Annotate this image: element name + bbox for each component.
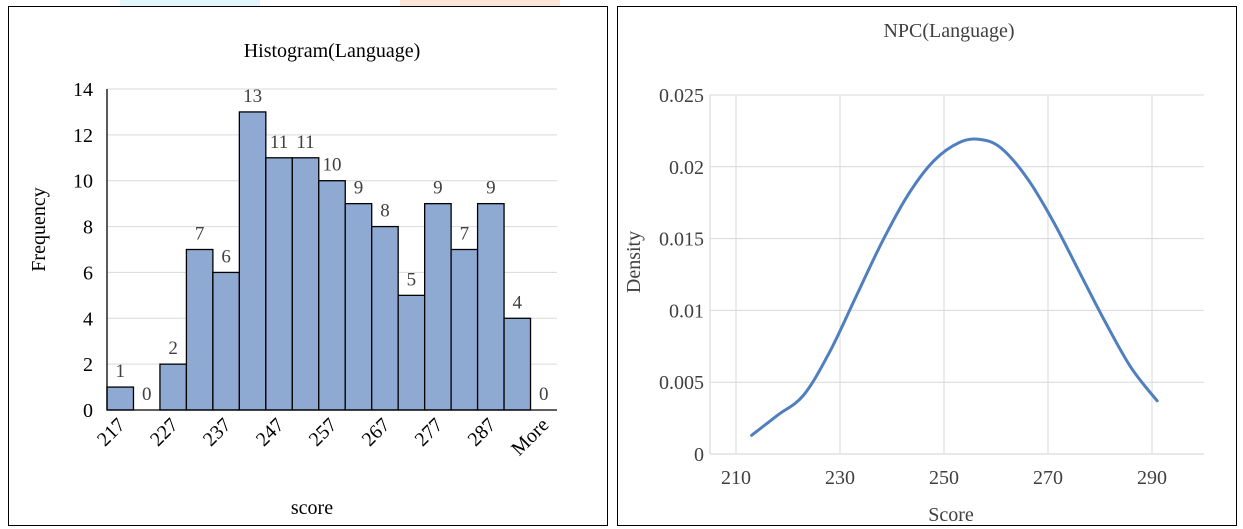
npc-chart-panel: NPC(Language) 0 0.005 0.01 0.015 0.02 0.025 210… xyxy=(617,6,1237,526)
chart-title: Histogram(Language) xyxy=(244,40,421,62)
x-tick-label: 257 xyxy=(305,414,342,451)
bar-data-label: 9 xyxy=(486,178,496,199)
histogram-bar xyxy=(318,180,346,411)
x-tick-label: More xyxy=(507,414,553,460)
bar-data-label: 0 xyxy=(142,384,152,405)
histogram-chart-panel: Histogram(Language) 0 2 4 6 8 10 12 14 1 0 2 7 6 13 11 1… xyxy=(8,6,608,526)
y-tick-label: 0.005 xyxy=(659,372,704,394)
y-tick-label: 0.02 xyxy=(669,157,704,179)
histogram-bar xyxy=(185,248,214,411)
histogram-bar xyxy=(265,157,293,411)
y-tick-label: 10 xyxy=(73,171,93,193)
bar-data-label: 11 xyxy=(270,132,288,153)
x-tick-label: 247 xyxy=(252,414,289,451)
x-tick-label: 290 xyxy=(1137,467,1167,489)
bar-data-label: 5 xyxy=(407,269,417,290)
bar-data-label: 6 xyxy=(221,246,231,267)
bar-data-label: 0 xyxy=(539,384,549,405)
npc-line-chart: NPC(Language) 0 0.005 0.01 0.015 0.02 0.025 210… xyxy=(623,20,1204,526)
x-tick-label: 250 xyxy=(929,467,959,489)
histogram-bar xyxy=(291,157,320,411)
bar-data-label: 4 xyxy=(513,292,523,313)
watermark-strip-orange xyxy=(400,0,560,10)
y-tick-label: 14 xyxy=(73,79,93,101)
bar-data-label: 1 xyxy=(115,361,125,382)
histogram-bar xyxy=(423,202,452,411)
bar-data-label: 7 xyxy=(460,224,470,245)
y-tick-label: 0.015 xyxy=(659,229,704,251)
bar-data-label: 10 xyxy=(323,155,342,176)
y-tick-label: 8 xyxy=(83,217,93,239)
histogram-bar xyxy=(450,248,479,411)
y-tick-label: 0 xyxy=(83,400,93,422)
y-axis-title: Frequency xyxy=(28,187,50,271)
histogram-bar xyxy=(344,202,373,411)
x-tick-label: 267 xyxy=(358,414,395,451)
bar-data-label: 13 xyxy=(243,86,262,107)
bar-data-label: 9 xyxy=(354,178,364,199)
x-axis-title: Score xyxy=(928,504,974,526)
bar-data-label: 11 xyxy=(296,132,314,153)
chart-title: NPC(Language) xyxy=(883,20,1014,42)
x-axis-title: score xyxy=(291,497,333,519)
histogram-bar xyxy=(371,225,399,411)
histogram-bar xyxy=(106,386,135,411)
histogram-bar xyxy=(238,111,267,411)
watermark-strip-cyan xyxy=(120,0,260,10)
y-tick-label: 6 xyxy=(83,262,93,284)
x-tick-label: 217 xyxy=(93,414,130,451)
histogram-bar xyxy=(397,294,426,411)
x-tick-label: 230 xyxy=(825,467,855,489)
bar-data-label: 2 xyxy=(168,338,178,359)
x-tick-label: 270 xyxy=(1033,467,1063,489)
x-tick-label: 227 xyxy=(146,414,183,451)
y-tick-label: 0.025 xyxy=(659,85,704,107)
x-tick-label: 237 xyxy=(199,414,236,451)
histogram-bar xyxy=(212,271,241,411)
histogram-bar xyxy=(476,202,505,411)
bar-data-label: 8 xyxy=(380,201,390,222)
x-tick-label: 210 xyxy=(721,467,751,489)
bar-data-label: 9 xyxy=(433,178,443,199)
x-tick-label: 287 xyxy=(464,414,501,451)
density-curve xyxy=(750,137,1159,437)
histogram-bar xyxy=(503,317,532,411)
y-axis-title: Density xyxy=(623,231,645,293)
y-tick-label: 12 xyxy=(73,125,93,147)
x-tick-label: 277 xyxy=(411,414,448,451)
y-tick-label: 2 xyxy=(83,354,93,376)
y-tick-label: 4 xyxy=(83,308,93,330)
y-tick-label: 0 xyxy=(694,444,704,466)
y-tick-label: 0.01 xyxy=(669,300,704,322)
histogram-bar xyxy=(159,363,188,411)
bar-data-label: 7 xyxy=(195,224,205,245)
